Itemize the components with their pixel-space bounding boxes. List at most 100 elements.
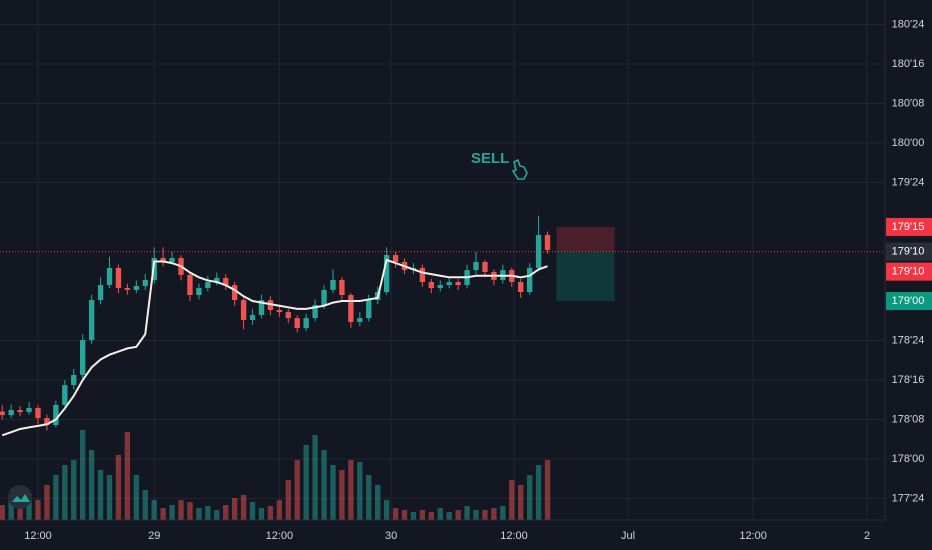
volume-bar <box>8 500 14 520</box>
volume-bar <box>366 475 372 520</box>
volume-bar <box>491 508 497 520</box>
candle-body <box>535 234 542 268</box>
candle-body <box>62 385 68 405</box>
y-tick-label: 180'08 <box>892 97 925 109</box>
y-tick-label: 178'16 <box>892 374 925 386</box>
volume-bar <box>401 510 408 520</box>
candle-body <box>169 258 175 262</box>
volume-bar <box>419 510 426 520</box>
candle-body <box>142 279 148 286</box>
candle-body <box>437 285 443 289</box>
stop-zone <box>556 226 615 252</box>
candle-body <box>26 407 32 413</box>
volume-bar <box>375 485 381 520</box>
candle-body <box>187 274 193 295</box>
candle-body <box>214 277 220 283</box>
volume-bar <box>303 445 309 520</box>
volume-bar <box>258 508 265 520</box>
candle-body <box>223 277 229 286</box>
logo-mark[interactable] <box>12 494 30 502</box>
candle-body <box>303 318 309 329</box>
volume-bar <box>196 508 202 520</box>
candle-body <box>231 285 238 301</box>
candle-body <box>276 310 283 313</box>
volume-bar <box>97 470 104 520</box>
candle-body <box>482 261 488 272</box>
volume-bar <box>240 495 247 520</box>
y-tick-label: 178'00 <box>892 453 925 465</box>
candle-body <box>258 300 265 316</box>
logo[interactable] <box>8 485 32 509</box>
y-tick-label: 177'24 <box>892 492 925 504</box>
volume-bar <box>133 475 140 520</box>
volume-bar <box>482 510 488 520</box>
candle-body <box>518 282 524 292</box>
candle-body <box>249 315 256 320</box>
volume-bar <box>214 510 220 520</box>
candle-body <box>446 282 452 286</box>
price-tag-label: 179'10 <box>892 266 925 278</box>
volume-bar <box>276 500 283 520</box>
volume-bar <box>124 432 131 520</box>
candle-body <box>71 374 77 386</box>
candle-body <box>97 285 104 301</box>
volume-bar <box>80 430 86 520</box>
candle-body <box>88 300 95 341</box>
price-tag <box>886 242 932 261</box>
candle-body <box>115 267 122 289</box>
volume-bar <box>446 512 452 520</box>
candle-body <box>526 267 533 292</box>
volume-bar <box>187 502 193 520</box>
logo-badge[interactable] <box>8 485 32 509</box>
price-tag <box>886 292 932 311</box>
price-tag-label: 179'10 <box>892 246 925 258</box>
volume-bar <box>535 465 542 520</box>
volume-bar <box>142 490 148 520</box>
volume-bar <box>357 462 363 520</box>
volume-bar <box>294 460 300 520</box>
candle-body <box>80 340 86 375</box>
candle-layer <box>0 215 551 437</box>
volume-bar <box>178 500 184 520</box>
volume-bar <box>428 512 435 520</box>
candle-body <box>473 261 479 271</box>
axes: 180'24 180'16 180'08 180'00 179'24 178'24 178'… <box>24 18 932 542</box>
volume-bar <box>231 498 238 520</box>
volume-bar <box>35 500 41 520</box>
volume-bar <box>473 510 479 520</box>
x-tick-label: Jul <box>621 530 635 542</box>
volume-bar <box>383 500 390 520</box>
volume-bar <box>71 460 77 520</box>
candle-body <box>240 300 247 320</box>
candle-body <box>455 282 461 286</box>
volume-bar <box>455 510 461 520</box>
candle-body <box>330 279 336 290</box>
candle-body <box>106 267 113 286</box>
candle-body <box>348 294 354 323</box>
y-tick-label: 178'08 <box>892 413 925 425</box>
candle-body <box>312 304 318 319</box>
x-tick-label: 12:00 <box>739 530 767 542</box>
x-tick-label: 30 <box>385 530 397 542</box>
volume-bar <box>205 506 211 520</box>
volume-bar <box>115 455 122 520</box>
volume-bar <box>151 500 157 520</box>
candle-body <box>53 404 59 426</box>
price-tag-label: 179'00 <box>892 295 925 307</box>
x-tick-label: 12:00 <box>500 530 528 542</box>
volume-bar <box>330 465 336 520</box>
y-tick-label: 180'16 <box>892 58 925 70</box>
volume-bar <box>500 506 506 520</box>
volume-bar <box>88 450 95 520</box>
volume-bar <box>321 450 327 520</box>
volume-bar <box>62 465 68 520</box>
candle-body <box>544 234 551 250</box>
volume-bar <box>106 475 113 520</box>
candle-body <box>8 410 14 416</box>
x-tick-label: 29 <box>148 530 160 542</box>
candle-body <box>44 418 50 426</box>
volume-bar <box>464 506 470 520</box>
y-tick-label: 180'00 <box>892 137 925 149</box>
x-tick-label: 12:00 <box>266 530 294 542</box>
